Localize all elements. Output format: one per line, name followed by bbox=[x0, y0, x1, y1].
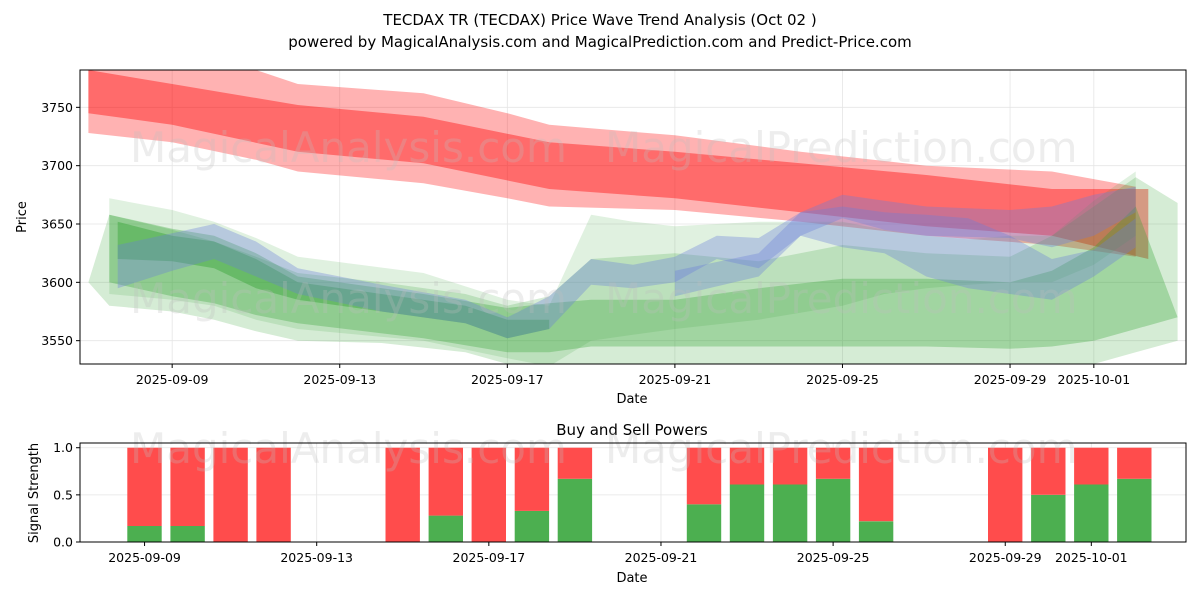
signal-x-tick-label: 2025-09-13 bbox=[280, 550, 353, 565]
sell-bar bbox=[385, 447, 420, 542]
buy-bar bbox=[772, 484, 808, 542]
price-y-tick-label: 3600 bbox=[41, 275, 73, 290]
price-band-blue-7 bbox=[674, 186, 1136, 297]
price-x-tick-label: 2025-09-13 bbox=[303, 372, 376, 387]
sell-bar bbox=[127, 447, 162, 526]
price-axes-frame bbox=[79, 69, 1187, 365]
signal-x-tick-label: 2025-09-17 bbox=[453, 550, 526, 565]
sell-bar bbox=[256, 447, 291, 542]
price-x-label: Date bbox=[616, 392, 647, 407]
buy-bar bbox=[858, 521, 894, 542]
buy-bar bbox=[428, 515, 463, 542]
price-y-tick-label: 3650 bbox=[41, 217, 73, 232]
buy-bar bbox=[1031, 494, 1066, 542]
figure-subtitle: powered by MagicalAnalysis.com and Magic… bbox=[288, 33, 912, 51]
sell-bar bbox=[815, 447, 851, 479]
signal-y-tick-label: 0.0 bbox=[53, 535, 73, 550]
signal-y-tick-label: 1.0 bbox=[53, 440, 73, 455]
price-x-tick-label: 2025-09-09 bbox=[136, 372, 209, 387]
signal-axes-frame bbox=[79, 442, 1187, 543]
sell-bar bbox=[471, 447, 506, 542]
price-band-green-2 bbox=[109, 171, 1136, 364]
buy-bar bbox=[514, 510, 550, 542]
sell-bar bbox=[858, 447, 894, 522]
buy-bar bbox=[686, 504, 722, 542]
sell-bar bbox=[729, 447, 765, 485]
signal-y-tick-label: 0.5 bbox=[53, 487, 73, 502]
price-x-tick-label: 2025-10-01 bbox=[1058, 372, 1131, 387]
price-bands bbox=[88, 70, 1178, 364]
signal-x-tick-label: 2025-09-25 bbox=[797, 550, 870, 565]
sell-bar bbox=[686, 447, 722, 505]
sell-bar bbox=[170, 447, 205, 526]
price-y-label: Price bbox=[15, 201, 30, 233]
price-grid bbox=[80, 70, 1186, 364]
signal-axis-ticks: 2025-09-09 2025-09-13 2025-09-17 2025-09-21… bbox=[53, 440, 1128, 565]
price-axis-ticks: 2025-09-09 2025-09-13 2025-09-17 2025-09-21… bbox=[41, 100, 1130, 387]
buy-bar bbox=[170, 526, 205, 542]
sell-bar bbox=[428, 447, 463, 516]
price-band-green-5 bbox=[117, 221, 550, 339]
price-wave-panel: MagicalAnalysis.com MagicalPrediction.co… bbox=[15, 69, 1187, 407]
signal-x-tick-label: 2025-09-09 bbox=[108, 550, 181, 565]
sell-bar bbox=[514, 447, 550, 511]
watermark-analysis: MagicalAnalysis.com bbox=[130, 424, 567, 473]
price-band-red-0 bbox=[88, 70, 1136, 257]
sell-bar bbox=[1031, 447, 1066, 495]
buy-bar bbox=[1117, 478, 1152, 542]
signal-y-label: Signal Strength bbox=[27, 443, 42, 543]
signal-x-tick-label: 2025-10-01 bbox=[1055, 550, 1128, 565]
buy-bar bbox=[729, 484, 765, 542]
price-band-red-1 bbox=[88, 70, 1149, 259]
watermark-analysis: MagicalAnalysis.com bbox=[130, 123, 567, 172]
price-y-tick-label: 3750 bbox=[41, 100, 73, 115]
sell-bar bbox=[213, 447, 248, 542]
sell-bar bbox=[988, 447, 1023, 542]
buy-bar bbox=[1074, 484, 1109, 542]
price-x-tick-label: 2025-09-21 bbox=[639, 372, 712, 387]
watermark-analysis: MagicalAnalysis.com bbox=[130, 274, 567, 323]
sell-bar bbox=[557, 447, 593, 479]
signal-bars bbox=[127, 447, 1152, 542]
sell-bar bbox=[1117, 447, 1152, 479]
buy-bar bbox=[557, 478, 593, 542]
signal-x-label: Date bbox=[616, 571, 647, 586]
price-y-tick-label: 3700 bbox=[41, 158, 73, 173]
buy-sell-title: Buy and Sell Powers bbox=[556, 421, 708, 439]
signal-x-tick-label: 2025-09-29 bbox=[969, 550, 1042, 565]
buy-bar bbox=[815, 478, 851, 542]
price-x-tick-label: 2025-09-29 bbox=[974, 372, 1047, 387]
price-band-blue-6 bbox=[117, 206, 1136, 339]
sell-bar bbox=[772, 447, 808, 485]
sell-bar bbox=[1074, 447, 1109, 485]
watermark-prediction: MagicalPrediction.com bbox=[605, 123, 1078, 172]
signal-x-tick-label: 2025-09-21 bbox=[625, 550, 698, 565]
price-band-green-3 bbox=[88, 177, 1178, 364]
buy-sell-panel: Buy and Sell Powers MagicalAnalysis.com … bbox=[27, 421, 1187, 586]
price-y-tick-label: 3550 bbox=[41, 333, 73, 348]
watermark-prediction: MagicalPrediction.com bbox=[605, 424, 1078, 473]
watermark-prediction: MagicalPrediction.com bbox=[605, 274, 1078, 323]
price-x-tick-label: 2025-09-25 bbox=[806, 372, 879, 387]
price-x-tick-label: 2025-09-17 bbox=[471, 372, 544, 387]
buy-bar bbox=[127, 526, 162, 542]
figure-title: TECDAX TR (TECDAX) Price Wave Trend Anal… bbox=[382, 11, 816, 29]
price-band-green-4 bbox=[109, 206, 1178, 353]
